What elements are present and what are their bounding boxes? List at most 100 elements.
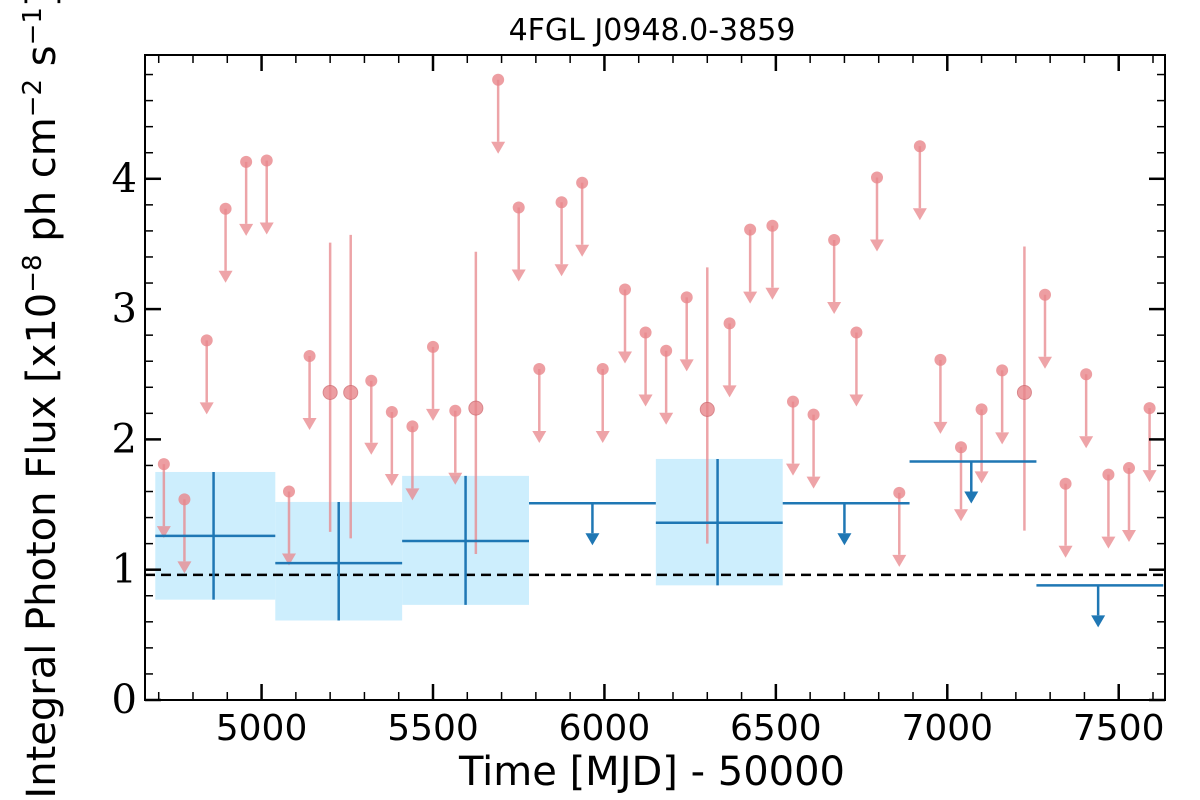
- fine-upper-limit-arrow: [806, 476, 821, 489]
- x-tick-label: 6500: [730, 708, 822, 749]
- fine-upper-limit-arrow: [177, 561, 192, 574]
- y-axis-label-part1: Integral Photon Flux [x10: [19, 293, 65, 799]
- fine-upper-limit-arrow: [722, 385, 737, 398]
- fine-upper-limit-point: [723, 317, 736, 330]
- coarse-upper-limit-arrow: [837, 533, 852, 546]
- x-tick-label: 5000: [216, 708, 308, 749]
- fine-upper-limit-point: [1080, 368, 1093, 381]
- fine-detection-point: [699, 401, 715, 417]
- fine-upper-limit-arrow: [239, 223, 254, 236]
- fine-upper-limit-point: [1102, 468, 1115, 481]
- fine-upper-limit-arrow: [1101, 536, 1116, 549]
- fine-upper-limit-point: [512, 201, 525, 214]
- fine-upper-limit-point: [996, 364, 1009, 377]
- y-axis-label-exp2: −2: [18, 79, 48, 117]
- fine-upper-limit-arrow: [1058, 545, 1073, 558]
- y-tick-label: 0: [112, 677, 137, 723]
- fine-upper-limit-point: [893, 486, 906, 499]
- fine-upper-limit-point: [260, 154, 273, 167]
- fine-detection-point: [343, 384, 359, 400]
- fine-upper-limit-point: [766, 219, 779, 232]
- fine-upper-limit-point: [219, 202, 232, 215]
- fine-upper-limit-point: [406, 420, 419, 433]
- fine-upper-limit-arrow: [554, 264, 569, 277]
- fine-upper-limit-point: [619, 283, 631, 296]
- y-axis-label: Integral Photon Flux [x10−8 ph cm−2 s−1]: [18, 0, 65, 799]
- fine-upper-limit-arrow: [384, 474, 399, 487]
- fine-upper-limit-point: [1123, 462, 1135, 475]
- fine-upper-limit-point: [157, 458, 170, 471]
- fine-upper-limit-arrow: [282, 553, 296, 566]
- fine-upper-limit-arrow: [511, 269, 526, 282]
- plot-area: 5000 5500 6000 6500 7000 7500 0 1 2 3 4: [112, 54, 1166, 749]
- fine-detection-point: [468, 400, 484, 416]
- fine-upper-limit-arrow: [827, 302, 842, 315]
- fine-upper-limit-arrow: [933, 421, 948, 434]
- fine-upper-limit-point: [807, 408, 820, 421]
- fine-upper-limit-arrow: [659, 412, 674, 425]
- y-tick-label: 4: [112, 156, 137, 202]
- y-axis-label-exp1: −8: [18, 254, 48, 292]
- fine-upper-limit-point: [283, 485, 295, 498]
- fine-upper-limit-point: [744, 223, 757, 236]
- fine-upper-limit-point: [555, 196, 568, 209]
- fine-upper-limit-arrow: [364, 442, 379, 455]
- fine-upper-limit-point: [828, 234, 841, 247]
- fine-upper-limit-arrow: [302, 418, 317, 430]
- fine-detection-point: [322, 384, 338, 400]
- fine-upper-limit-arrow: [1038, 356, 1052, 369]
- fine-upper-limit-point: [385, 406, 398, 419]
- chart-title: 4FGL J0948.0-3859: [509, 13, 796, 48]
- fine-upper-limit-point: [303, 350, 316, 362]
- fine-upper-limit-arrow: [491, 141, 506, 154]
- x-tick-label: 6000: [559, 708, 651, 749]
- fine-upper-limit-arrow: [849, 394, 864, 407]
- plot-content: [145, 73, 1165, 628]
- fine-upper-limit-point: [1143, 402, 1156, 415]
- x-tick-label: 5500: [387, 708, 479, 749]
- fine-upper-limit-arrow: [156, 526, 171, 539]
- fine-upper-limit-point: [576, 176, 589, 189]
- fine-upper-limit-point: [787, 395, 799, 408]
- fine-upper-limit-point: [427, 340, 439, 353]
- fine-upper-limit-point: [240, 155, 253, 168]
- y-tick-label: 1: [112, 547, 137, 593]
- fine-upper-limit-arrow: [405, 488, 420, 501]
- y-axis-label-part3: s: [19, 45, 65, 79]
- fine-upper-limit-point: [1039, 288, 1051, 301]
- fine-detection-point: [1016, 384, 1032, 400]
- coarse-upper-limit-arrow: [964, 491, 979, 504]
- y-axis-label-part4: ]: [19, 0, 65, 7]
- fine-upper-limit-arrow: [448, 472, 463, 485]
- fine-upper-limit-point: [1059, 477, 1072, 490]
- fine-upper-limit-arrow: [892, 554, 907, 567]
- fine-upper-limit-arrow: [786, 463, 800, 476]
- fine-upper-limit-point: [850, 326, 863, 339]
- fine-upper-limit-arrow: [575, 244, 590, 257]
- y-tick-label: 2: [112, 416, 137, 462]
- fine-upper-limit-point: [955, 441, 967, 454]
- fine-upper-limit-arrow: [426, 408, 440, 421]
- x-axis-label: Time [MJD] - 50000: [458, 749, 845, 795]
- fine-upper-limit-point: [680, 291, 693, 304]
- fine-upper-limit-point: [449, 404, 462, 417]
- fine-upper-limit-point: [533, 363, 546, 376]
- fine-upper-limit-point: [934, 353, 947, 366]
- fine-upper-limit-arrow: [595, 431, 610, 444]
- plot-frame: [144, 54, 1166, 701]
- fine-upper-limit-arrow: [259, 222, 274, 235]
- fine-upper-limit-point: [200, 334, 213, 347]
- fine-upper-limit-arrow: [912, 208, 927, 221]
- x-tick-label: 7500: [1073, 708, 1165, 749]
- fine-upper-limit-arrow: [532, 431, 547, 444]
- fine-upper-limit-point: [596, 363, 609, 376]
- fine-upper-limit-point: [639, 326, 652, 339]
- fine-upper-limit-point: [913, 140, 926, 153]
- fine-upper-limit-point: [178, 493, 191, 506]
- fine-upper-limit-arrow: [870, 239, 884, 252]
- fine-upper-limit-arrow: [995, 432, 1010, 445]
- fine-upper-limit-arrow: [974, 471, 989, 484]
- fine-upper-limit-point: [975, 403, 988, 416]
